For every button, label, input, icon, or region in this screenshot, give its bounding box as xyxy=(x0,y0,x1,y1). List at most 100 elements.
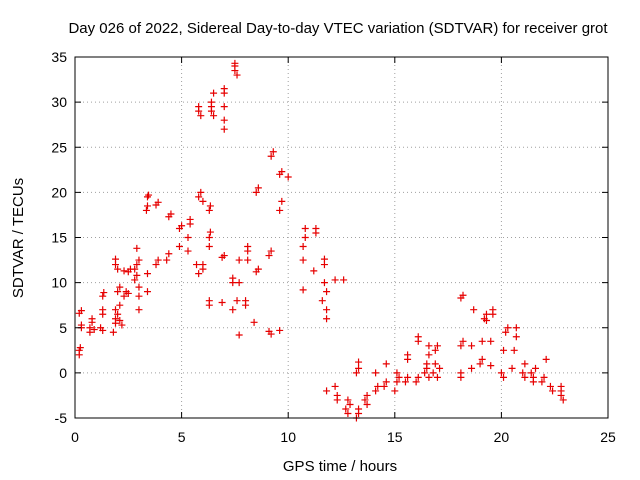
x-tick-label: 10 xyxy=(280,429,296,445)
data-point xyxy=(205,234,213,241)
data-point xyxy=(88,315,96,323)
data-point xyxy=(312,224,320,232)
data-point xyxy=(284,173,292,181)
data-point xyxy=(267,152,275,160)
data-point xyxy=(508,364,516,372)
data-point xyxy=(175,243,183,251)
data-point xyxy=(193,261,201,269)
data-point xyxy=(276,206,284,214)
data-point xyxy=(205,243,213,251)
data-point xyxy=(559,396,567,404)
data-point xyxy=(152,261,160,269)
data-point xyxy=(414,337,422,345)
data-point xyxy=(395,373,403,381)
data-point xyxy=(542,355,550,363)
data-point xyxy=(320,279,328,287)
y-tick-label: 20 xyxy=(51,184,67,200)
data-point xyxy=(482,310,490,318)
data-point xyxy=(323,306,331,314)
data-point xyxy=(143,288,151,296)
data-point xyxy=(459,337,467,345)
data-point xyxy=(478,355,486,363)
data-point xyxy=(112,315,120,323)
data-point xyxy=(425,351,433,359)
data-point xyxy=(331,276,339,284)
data-point xyxy=(504,324,512,332)
data-point xyxy=(342,405,350,413)
data-point xyxy=(231,59,239,67)
data-point xyxy=(299,286,307,294)
data-point xyxy=(482,317,490,325)
data-point xyxy=(244,243,252,251)
data-point xyxy=(361,396,369,404)
data-point xyxy=(233,71,241,79)
data-point xyxy=(112,255,120,263)
data-point xyxy=(538,378,546,386)
data-point xyxy=(391,387,399,395)
data-point xyxy=(468,364,476,372)
data-point xyxy=(231,67,239,75)
data-point xyxy=(320,255,328,263)
data-point xyxy=(476,360,484,368)
data-point xyxy=(154,198,162,206)
data-point xyxy=(393,369,401,377)
data-point xyxy=(510,346,518,354)
data-point xyxy=(269,148,277,156)
data-point xyxy=(205,297,213,305)
data-point xyxy=(278,168,286,176)
y-tick-label: 35 xyxy=(51,49,67,65)
data-point xyxy=(412,378,420,386)
data-point xyxy=(363,400,371,408)
data-point xyxy=(267,247,275,255)
data-point xyxy=(470,306,478,314)
x-tick-label: 20 xyxy=(494,429,510,445)
data-point xyxy=(457,369,465,377)
data-point xyxy=(145,191,153,199)
data-point xyxy=(77,321,85,329)
data-point xyxy=(254,184,262,192)
data-point xyxy=(278,197,286,205)
data-point xyxy=(333,396,341,404)
data-point xyxy=(99,292,107,300)
data-point xyxy=(346,400,354,408)
data-point xyxy=(77,307,85,315)
data-point xyxy=(133,271,141,279)
data-point xyxy=(546,382,554,390)
data-point xyxy=(421,369,429,377)
data-point xyxy=(468,342,476,350)
data-point xyxy=(86,324,94,332)
data-point xyxy=(301,224,309,232)
data-point xyxy=(207,98,215,106)
data-point xyxy=(323,288,331,296)
data-point xyxy=(276,326,284,334)
data-point xyxy=(250,318,258,326)
data-point xyxy=(500,346,508,354)
data-point xyxy=(133,244,141,252)
data-point xyxy=(165,250,173,258)
data-point xyxy=(135,283,143,291)
data-point xyxy=(355,364,363,372)
data-point xyxy=(220,125,228,133)
data-point xyxy=(323,387,331,395)
data-point xyxy=(352,369,360,377)
data-point xyxy=(299,243,307,251)
data-point xyxy=(99,306,107,314)
data-point xyxy=(112,306,120,314)
data-point xyxy=(143,202,151,210)
data-point xyxy=(489,306,497,314)
data-point xyxy=(235,279,243,287)
y-axis-title: SDTVAR / TECUs xyxy=(10,178,27,298)
data-point xyxy=(143,270,151,278)
data-point xyxy=(429,369,437,377)
data-point xyxy=(143,193,151,201)
data-point xyxy=(244,256,252,264)
data-point xyxy=(459,291,467,299)
data-point xyxy=(184,247,192,255)
data-point xyxy=(197,112,205,120)
data-point xyxy=(220,116,228,124)
data-point xyxy=(340,276,348,284)
data-point xyxy=(344,396,352,404)
data-point xyxy=(425,342,433,350)
